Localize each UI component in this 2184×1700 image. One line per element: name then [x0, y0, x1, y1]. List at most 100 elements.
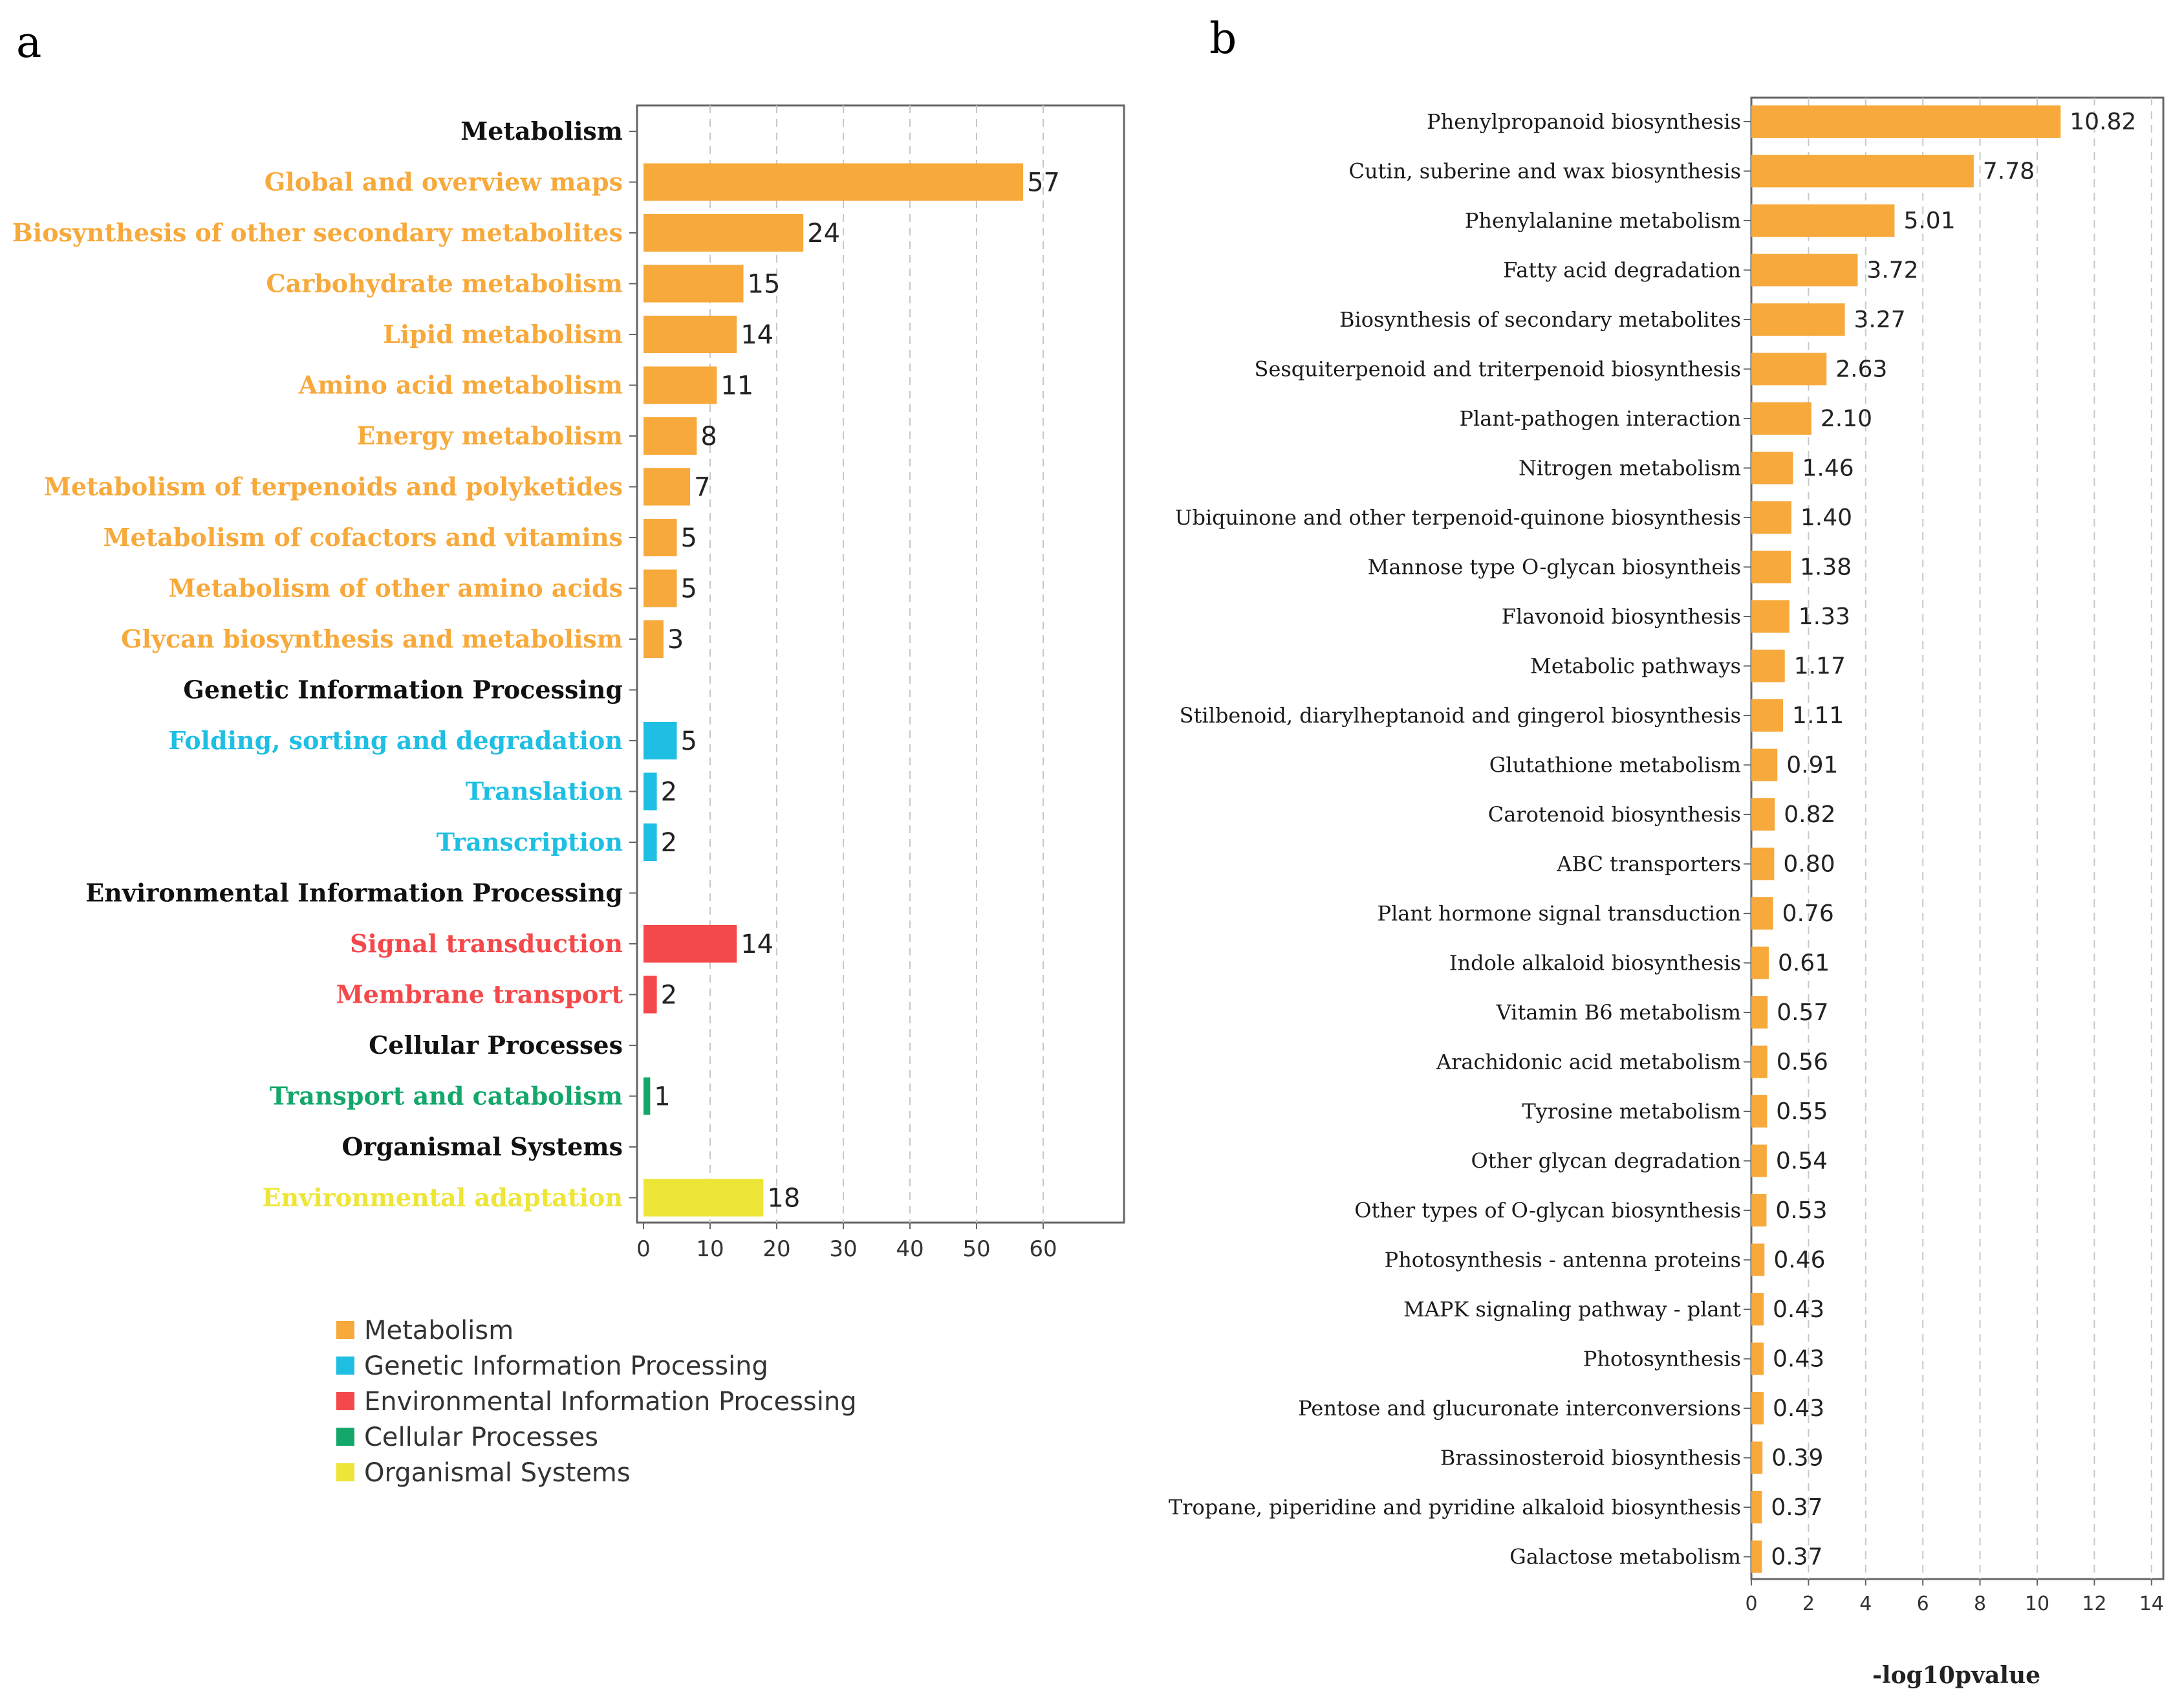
bar [1751, 1441, 1763, 1474]
group-header-label: Genetic Information Processing [183, 675, 623, 704]
bar [1751, 550, 1791, 583]
pathway-label: Fatty acid degradation [1503, 258, 1741, 283]
bar-value-label: 57 [1027, 168, 1060, 198]
panel-a-letter: a [16, 17, 41, 67]
category-label: Metabolism of cofactors and vitamins [103, 523, 623, 552]
legend-swatch [336, 1392, 354, 1410]
pathway-label: Nitrogen metabolism [1519, 456, 1741, 481]
bar-value-label: 0.61 [1778, 950, 1830, 977]
x-tick-label: 50 [962, 1236, 990, 1262]
bar [1751, 501, 1791, 534]
x-tick-label: 6 [1917, 1593, 1929, 1615]
bar-value-label: 0.37 [1771, 1494, 1822, 1521]
bar [1751, 303, 1845, 336]
bar-value-label: 15 [748, 270, 781, 300]
bar-value-label: 5.01 [1903, 208, 1955, 234]
bar [643, 569, 677, 607]
bar [643, 366, 717, 404]
bar [643, 823, 657, 861]
bar [643, 1179, 764, 1217]
group-header-label: Organismal Systems [341, 1132, 623, 1161]
bar [1751, 452, 1793, 485]
x-tick-label: 2 [1802, 1593, 1815, 1615]
bar [1751, 402, 1811, 435]
pathway-label: Tyrosine metabolism [1522, 1099, 1741, 1124]
bar-value-label: 5 [681, 726, 697, 756]
pathway-label: Carotenoid biosynthesis [1488, 802, 1741, 827]
bar-value-label: 0.43 [1773, 1346, 1824, 1373]
x-tick-label: 40 [896, 1236, 924, 1262]
bar-value-label: 2.10 [1821, 406, 1872, 432]
panel-a-chart: 0 10 20 30 40 50 60 Metabolism Global and overvi… [12, 104, 1125, 1262]
bar [1751, 1392, 1764, 1424]
bar-value-label: 0.56 [1777, 1049, 1828, 1076]
pathway-label: Phenylpropanoid biosynthesis [1427, 109, 1741, 134]
x-tick-label: 0 [1745, 1593, 1757, 1615]
category-label: Metabolism of terpenoids and polyketides [44, 472, 623, 501]
pathway-label: Vitamin B6 metabolism [1496, 1000, 1741, 1025]
legend-label: Environmental Information Processing [364, 1387, 857, 1417]
bar-value-label: 1.33 [1799, 604, 1850, 630]
bar [1751, 353, 1827, 386]
bar-value-label: 0.82 [1784, 801, 1835, 828]
bar [1751, 254, 1858, 287]
bar [1751, 699, 1784, 732]
bar-value-label: 0.46 [1773, 1247, 1825, 1274]
bar-value-label: 0.43 [1773, 1296, 1824, 1323]
bar [1751, 1144, 1767, 1177]
bar-value-label: 0.80 [1783, 851, 1835, 878]
bar [1751, 1045, 1768, 1078]
bar [1751, 996, 1768, 1029]
pathway-label: Indole alkaloid biosynthesis [1449, 951, 1741, 975]
group-header-label: Cellular Processes [369, 1030, 623, 1060]
bar [1751, 600, 1789, 633]
bar-value-label: 0.37 [1771, 1544, 1822, 1571]
pathway-label: Tropane, piperidine and pyridine alkaloi… [1169, 1495, 1741, 1520]
bar-value-label: 3.27 [1854, 307, 1906, 333]
category-label: Transport and catabolism [270, 1082, 623, 1111]
bar-value-label: 14 [741, 320, 773, 350]
bar-value-label: 3.72 [1866, 257, 1918, 284]
pathway-label: Flavonoid biosynthesis [1502, 604, 1741, 629]
bar [1751, 204, 1895, 237]
bar-value-label: 0.53 [1775, 1197, 1827, 1224]
pathway-label: Glutathione metabolism [1489, 753, 1741, 778]
legend-swatch [336, 1321, 354, 1339]
bar [1751, 1540, 1762, 1573]
bar [643, 975, 657, 1014]
category-label: Amino acid metabolism [298, 371, 623, 400]
legend-label: Cellular Processes [364, 1422, 598, 1452]
bar [1751, 1491, 1762, 1523]
group-header-label: Environmental Information Processing [85, 878, 623, 908]
pathway-label: Biosynthesis of secondary metabolites [1339, 307, 1741, 332]
bar-value-label: 2 [661, 828, 677, 858]
plot-frame [1750, 96, 2165, 1580]
pathway-label: Phenylalanine metabolism [1465, 208, 1741, 233]
legend-label: Organismal Systems [364, 1458, 631, 1488]
category-label: Translation [466, 777, 623, 806]
bar [1751, 155, 1974, 188]
x-tick-label: 0 [636, 1236, 651, 1262]
bar-value-label: 1.46 [1802, 455, 1854, 482]
bar [1751, 1194, 1767, 1226]
pathway-label: Other glycan degradation [1471, 1149, 1742, 1173]
bar-value-label: 7 [694, 473, 710, 503]
bar [1751, 748, 1778, 781]
category-label: Membrane transport [336, 980, 623, 1009]
bar-value-label: 1.17 [1794, 653, 1846, 680]
bar [1751, 649, 1785, 682]
bar [643, 417, 697, 455]
legend-swatch [336, 1463, 354, 1481]
bar-value-label: 0.39 [1771, 1445, 1823, 1472]
bar-value-label: 0.57 [1777, 999, 1828, 1026]
bar-value-label: 0.43 [1773, 1395, 1824, 1422]
x-tick-label: 30 [829, 1236, 857, 1262]
bar-value-label: 5 [681, 523, 697, 553]
pathway-label: Arachidonic acid metabolism [1436, 1050, 1741, 1074]
bar-value-label: 0.76 [1782, 900, 1834, 927]
category-label: Energy metabolism [356, 421, 623, 450]
pathway-label: Sesquiterpenoid and triterpenoid biosynt… [1255, 357, 1741, 382]
bar-value-label: 0.54 [1776, 1148, 1828, 1175]
bar-value-label: 2 [661, 778, 677, 807]
pathway-label: ABC transporters [1556, 852, 1741, 877]
